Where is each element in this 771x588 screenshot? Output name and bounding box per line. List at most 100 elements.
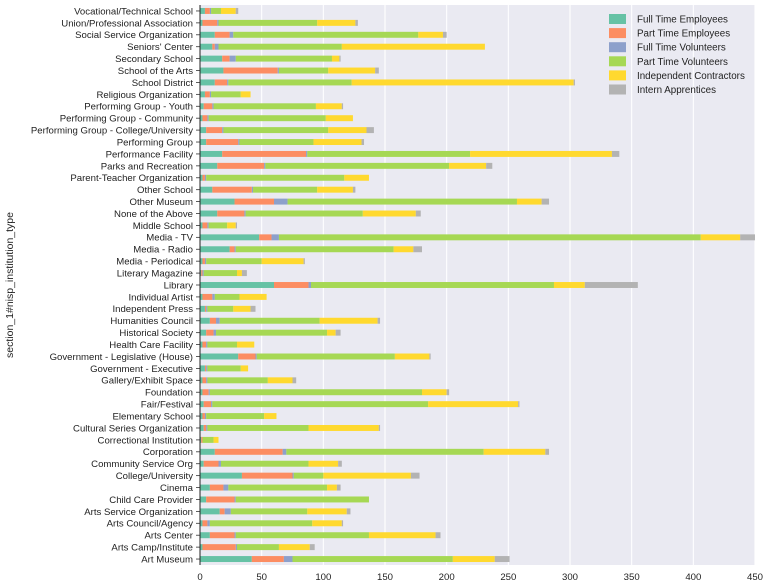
category-label: None of the Above [114,209,193,220]
category-label: Arts Council/Agency [107,519,194,530]
bar-segment [200,103,204,110]
category-label: Cultural Series Organization [73,423,193,434]
bar-segment [361,139,365,145]
bar-segment [308,425,379,431]
bar-segment [207,115,209,122]
bar-segment [240,91,251,98]
bar-segment [415,210,421,217]
bar-segment [238,353,256,360]
category-label: Library [164,280,194,291]
bar-segment [418,31,443,38]
bars [200,7,755,563]
bar-segment [328,127,367,134]
bar-segment [234,532,236,539]
bar-segment [200,91,205,98]
bar-segment [200,425,204,431]
bar-segment [442,31,447,38]
bar-segment [200,222,203,229]
category-label: Other School [137,185,193,196]
bar-segment [206,413,265,420]
bar-segment [286,448,484,455]
bar-segment [201,436,203,443]
bar-segment [200,484,210,491]
category-label: Fair/Festival [141,400,193,411]
category-label: Elementary School [112,411,193,422]
bar-segment [413,246,422,253]
bar-segment [209,389,422,396]
bar-segment [245,210,363,217]
bar-segment [277,67,279,74]
bar-segment [206,365,208,372]
bar-segment [244,210,246,217]
bar-segment [202,389,209,396]
bar-segment [338,460,342,467]
bar-segment [241,270,247,277]
bar-segment [317,186,353,193]
bar-segment [202,293,213,300]
category-label: Government - Legislative (House) [50,352,193,363]
bar-segment [313,139,362,145]
bar-segment [452,556,495,563]
bar-segment [255,353,257,360]
bar-segment [200,186,213,193]
bar-segment [336,484,341,491]
bar-segment [235,222,237,229]
category-label: School District [132,78,194,89]
bar-segment [208,115,326,122]
bar-segment [200,198,235,205]
bar-segment [274,198,288,205]
bar-segment [202,520,208,527]
legend-label: Part Time Volunteers [637,57,728,68]
bar-segment [545,448,550,455]
bar-segment [200,31,215,38]
bar-segment [202,115,208,122]
bar-segment [214,43,219,50]
bar-segment [378,425,381,431]
bar-segment [346,508,351,515]
category-label: Humanities Council [110,316,193,327]
x-axis: 0 50 100 150 200 250 300 350 400 450 [197,572,763,583]
bar-segment [209,7,212,14]
bar-segment [307,150,471,157]
legend: Full Time Employees Part Time Employees Fu… [609,14,745,96]
bar-segment [239,139,314,145]
category-label: Media - TV [146,233,193,244]
bar-segment [212,43,215,50]
bar-segment [211,401,213,408]
category-label: Performing Group [117,137,193,148]
bar-segment [341,43,485,50]
category-label: Performing Group - Youth [84,102,193,113]
bar-segment [573,79,575,86]
bar-segment [200,258,203,265]
bar-segment [214,79,228,86]
bar-segment [200,341,203,348]
bar-segment [207,425,309,431]
bar-segment [200,317,210,324]
category-label: Child Care Provider [109,495,194,506]
bar-segment [200,162,218,169]
bar-segment [233,305,251,312]
bar-segment [265,162,450,169]
bar-segment [216,329,328,336]
bar-segment [200,270,202,277]
bar-segment [200,413,203,420]
bar-segment [211,91,241,98]
bar-segment [206,174,345,181]
category-label: Art Museum [141,554,193,565]
bar-segment [208,222,228,229]
bar-segment [355,19,358,26]
category-label: School of the Arts [118,66,193,77]
bar-segment [237,341,255,348]
category-label: Performance Facility [106,149,194,160]
bar-segment [584,282,638,288]
bar-segment [218,43,342,50]
bar-segment [235,496,369,503]
bar-segment [315,103,342,110]
bar-segment [217,210,245,217]
bar-segment [213,436,219,443]
bar-segment [204,365,207,372]
bar-segment [230,508,308,515]
bar-segment [224,508,231,515]
bar-segment [375,67,379,74]
bar-segment [218,460,221,467]
